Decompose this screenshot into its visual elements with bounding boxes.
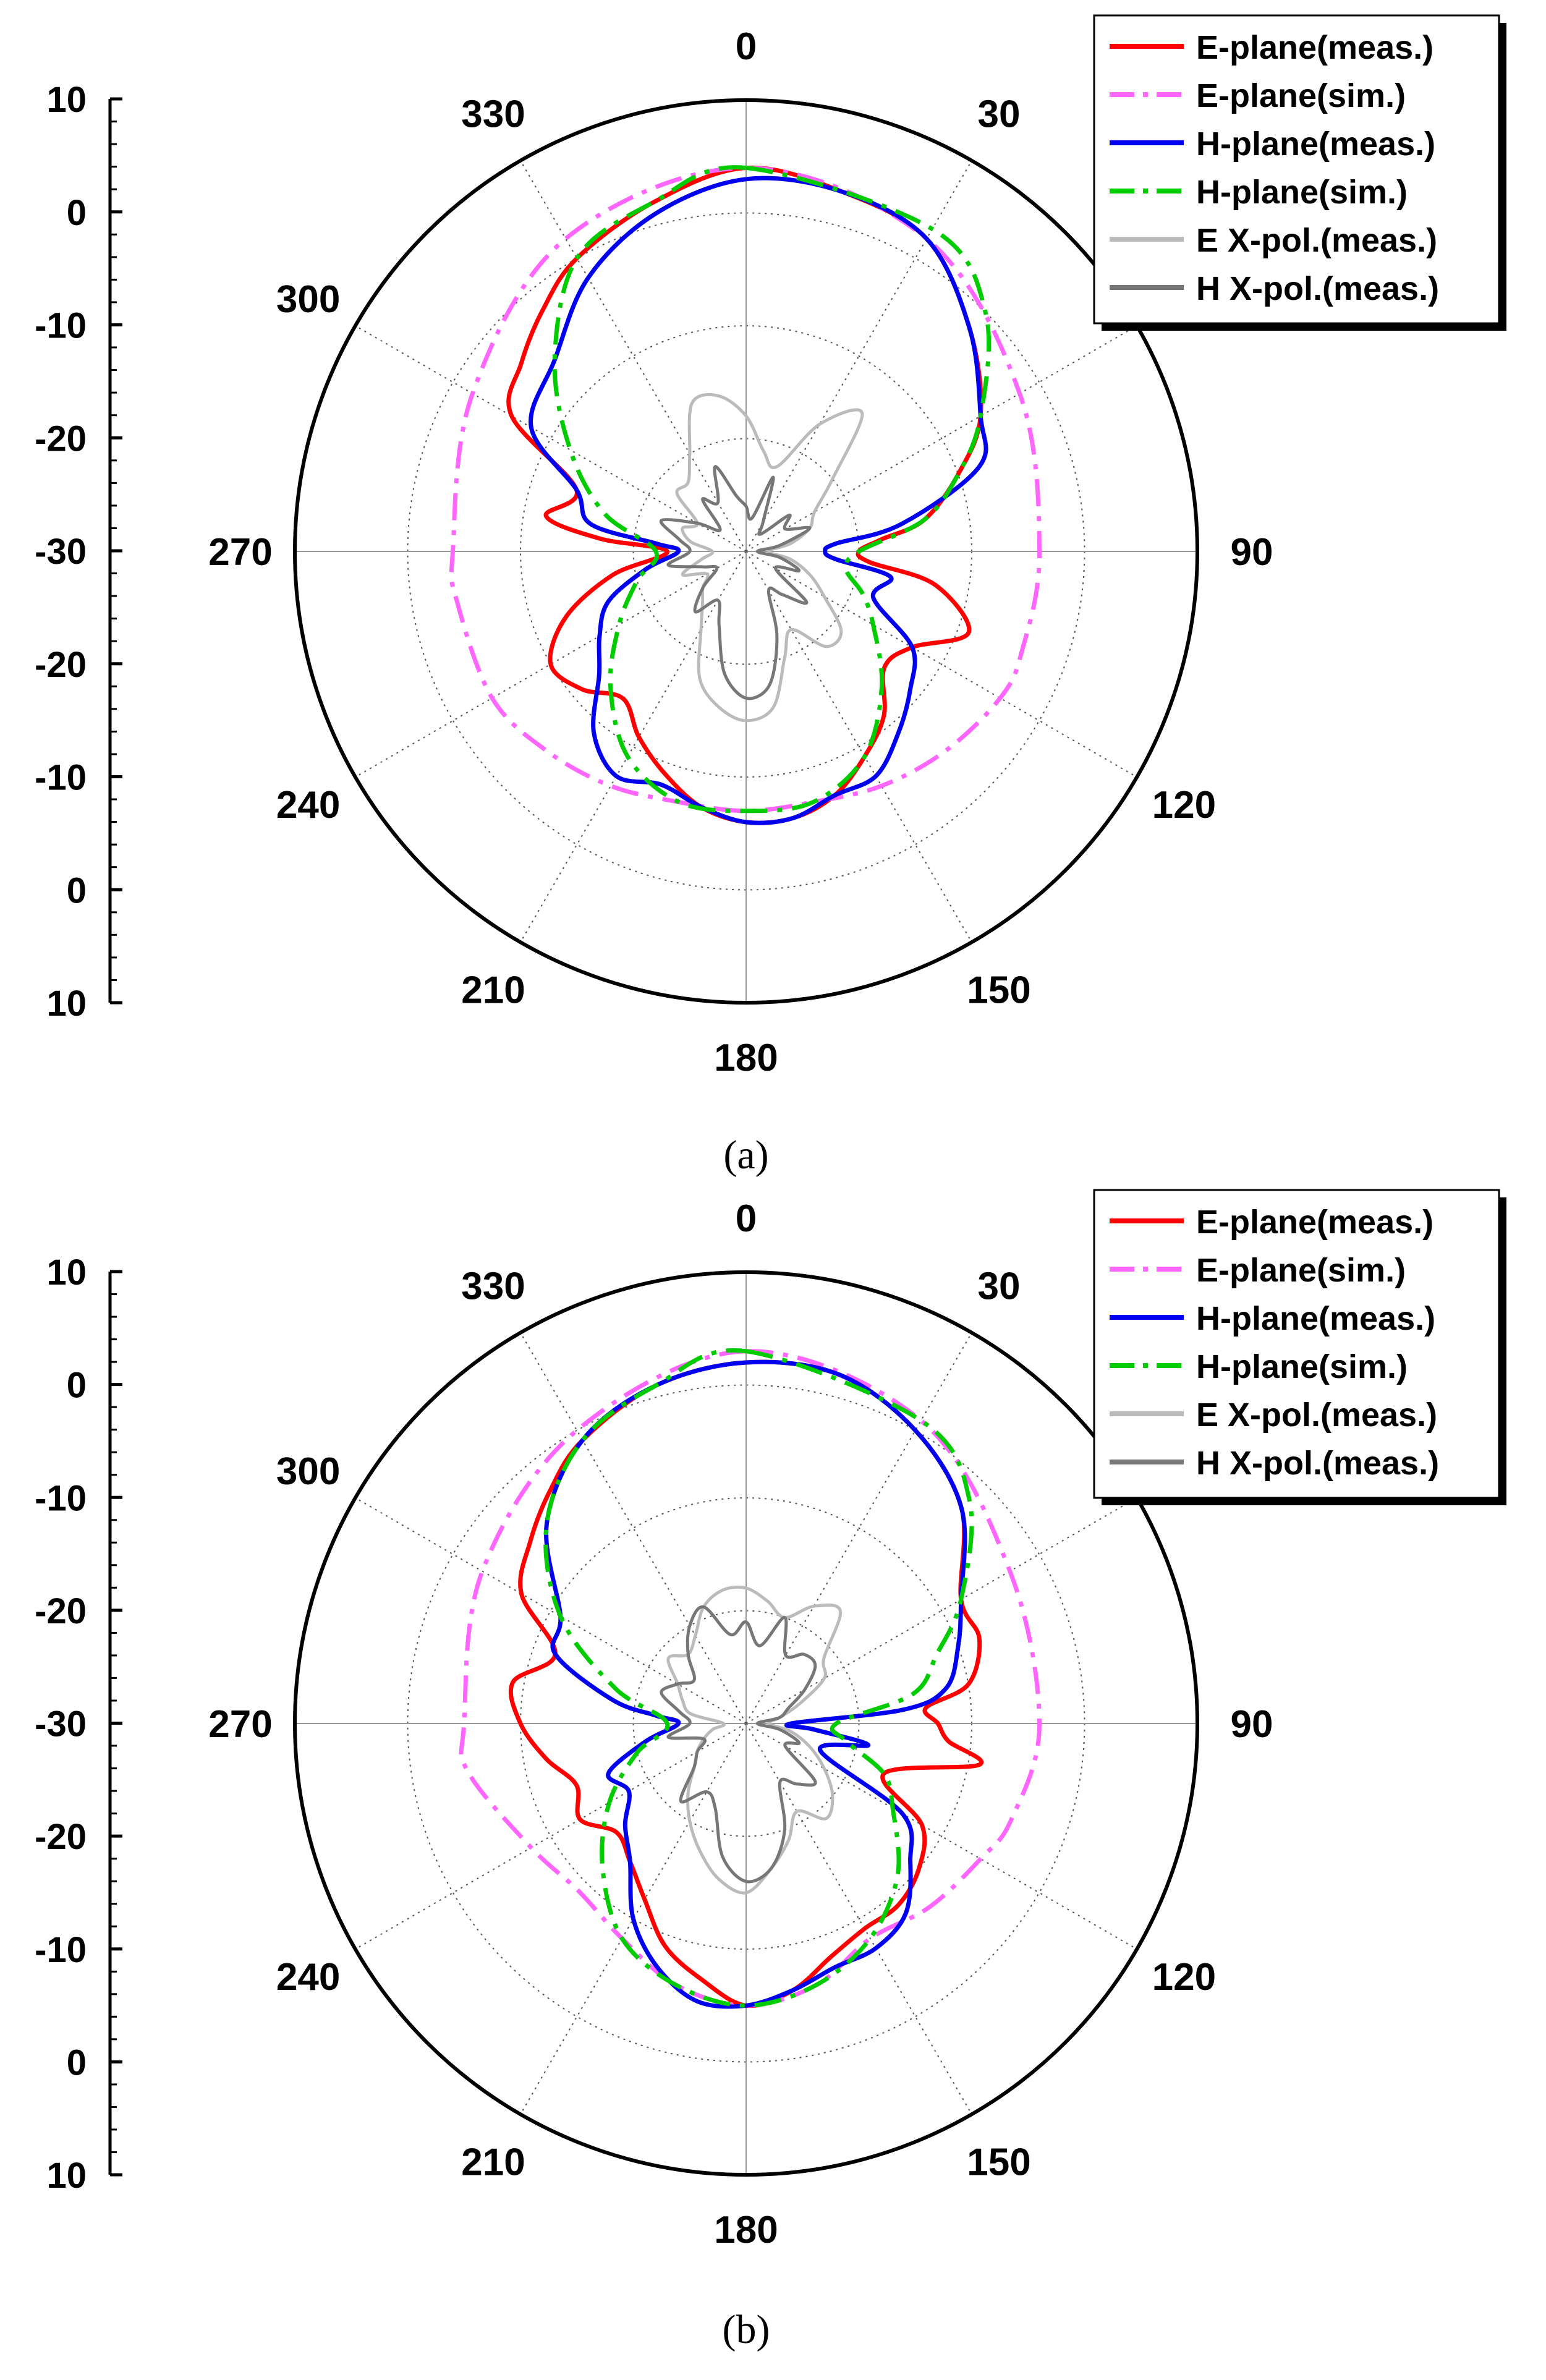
outer-circle bbox=[293, 1270, 1199, 2177]
radial-tick-label: -10 bbox=[35, 1930, 87, 1970]
radial-tick-label: 0 bbox=[67, 1366, 87, 1406]
grid-spoke bbox=[355, 1497, 747, 1724]
grid-spoke bbox=[520, 160, 747, 552]
radial-tick-label: 0 bbox=[67, 870, 87, 911]
angle-label-0: 0 bbox=[736, 1197, 757, 1240]
legend: E-plane(meas.) E-plane(sim.) H-plane(meas.… bbox=[1093, 14, 1506, 331]
grid-spoke bbox=[745, 1497, 1137, 1724]
radial-tick-label: -10 bbox=[35, 758, 87, 798]
radial-tick-label: 10 bbox=[46, 984, 87, 1024]
series-line-3 bbox=[543, 1348, 974, 2008]
legend-box bbox=[1093, 1189, 1500, 1499]
radial-tick-label: -20 bbox=[35, 645, 87, 685]
radial-tick-label: 0 bbox=[67, 2042, 87, 2083]
legend-entry: E X-pol.(meas.) bbox=[1196, 222, 1437, 259]
angle-label-30: 30 bbox=[978, 1265, 1021, 1308]
legend: E-plane(meas.) E-plane(sim.) H-plane(meas.… bbox=[1093, 1189, 1506, 1505]
angle-label-270: 270 bbox=[208, 531, 272, 574]
angle-label-120: 120 bbox=[1152, 784, 1216, 827]
angle-label-90: 90 bbox=[1231, 531, 1273, 574]
legend-entry: H-plane(meas.) bbox=[1196, 125, 1435, 163]
radial-tick-label: -30 bbox=[35, 1704, 87, 1745]
panel-caption: (a) bbox=[723, 1133, 768, 1178]
legend-entry: E-plane(meas.) bbox=[1196, 29, 1433, 66]
angle-label-300: 300 bbox=[276, 1450, 340, 1493]
angle-label-300: 300 bbox=[276, 278, 340, 321]
angle-label-240: 240 bbox=[276, 1956, 340, 1999]
radial-tick-label: 10 bbox=[46, 2156, 87, 2196]
legend-entry: H-plane(sim.) bbox=[1196, 174, 1408, 211]
radial-tick-label: 0 bbox=[67, 193, 87, 233]
angle-label-330: 330 bbox=[461, 93, 525, 136]
grid-spoke bbox=[745, 1723, 1137, 1950]
radial-tick-label: -20 bbox=[35, 419, 87, 459]
polar-chart-b: 0 30 90 120 150 180 210 240 270 300 330 10 0 -10 -20 -3… bbox=[35, 1189, 1506, 2352]
grid-spoke bbox=[520, 1332, 747, 1724]
series-line-5 bbox=[660, 1605, 817, 1884]
angle-label-180: 180 bbox=[714, 1037, 778, 1079]
radial-tick-label: 10 bbox=[46, 1252, 87, 1293]
grid-spoke bbox=[355, 1723, 747, 1950]
series-line-2 bbox=[529, 176, 988, 825]
radial-tick-label: -30 bbox=[35, 532, 87, 572]
angle-label-240: 240 bbox=[276, 784, 340, 827]
radial-tick-label: -20 bbox=[35, 1817, 87, 1857]
grid-spoke bbox=[745, 551, 1137, 778]
polar-chart-a: 0 30 90 120 150 180 210 240 270 300 330 10 0 -10 -20 -3… bbox=[35, 14, 1506, 1178]
angle-label-30: 30 bbox=[978, 93, 1021, 136]
series-line-1 bbox=[449, 166, 1042, 814]
series-line-5 bbox=[659, 465, 812, 700]
legend-box bbox=[1093, 14, 1500, 325]
panel-caption: (b) bbox=[723, 2307, 770, 2352]
angle-label-330: 330 bbox=[461, 1265, 525, 1308]
outer-circle bbox=[293, 98, 1199, 1005]
angle-label-0: 0 bbox=[736, 25, 757, 68]
angle-label-210: 210 bbox=[461, 969, 525, 1011]
angle-label-120: 120 bbox=[1152, 1956, 1216, 1999]
grid-spoke bbox=[745, 551, 972, 943]
legend-entry: H-plane(sim.) bbox=[1196, 1348, 1408, 1385]
radial-tick-label: -10 bbox=[35, 1478, 87, 1518]
radial-tick-label: -20 bbox=[35, 1591, 87, 1631]
grid-spoke bbox=[520, 1723, 747, 2115]
grid-spoke bbox=[355, 325, 747, 552]
radial-tick-label: -10 bbox=[35, 306, 87, 346]
grid-spoke bbox=[745, 1332, 972, 1724]
angle-label-180: 180 bbox=[714, 2209, 778, 2251]
angle-label-150: 150 bbox=[967, 2141, 1030, 2183]
legend-entry: H-plane(meas.) bbox=[1196, 1300, 1435, 1337]
legend-entry: H X-pol.(meas.) bbox=[1196, 270, 1439, 307]
legend-entry: E-plane(meas.) bbox=[1196, 1204, 1433, 1241]
grid-spoke bbox=[745, 1723, 972, 2115]
legend-entry: E X-pol.(meas.) bbox=[1196, 1396, 1437, 1434]
radial-tick-label: 10 bbox=[46, 80, 87, 120]
angle-label-270: 270 bbox=[208, 1703, 272, 1746]
grid-spoke bbox=[520, 551, 747, 943]
legend-entry: H X-pol.(meas.) bbox=[1196, 1445, 1439, 1482]
series-line-3 bbox=[552, 165, 992, 814]
angle-label-210: 210 bbox=[461, 2141, 525, 2183]
grid-spoke bbox=[745, 160, 972, 552]
angle-label-150: 150 bbox=[967, 969, 1030, 1011]
grid-spoke bbox=[745, 325, 1137, 552]
legend-entry: E-plane(sim.) bbox=[1196, 1252, 1406, 1289]
grid-spoke bbox=[355, 551, 747, 778]
series-line-2 bbox=[544, 1359, 967, 2009]
legend-entry: E-plane(sim.) bbox=[1196, 77, 1406, 114]
angle-label-90: 90 bbox=[1231, 1703, 1273, 1746]
